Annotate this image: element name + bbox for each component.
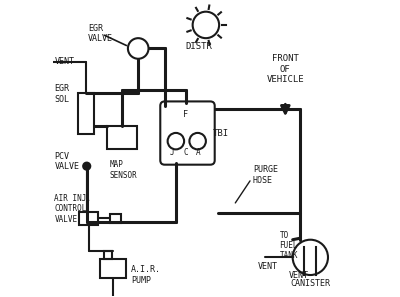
Text: VENT: VENT: [257, 262, 277, 271]
Text: MAP
SENSOR: MAP SENSOR: [110, 160, 138, 180]
Bar: [107, 127, 137, 148]
Bar: [78, 93, 94, 134]
Text: PCV
VALVE: PCV VALVE: [54, 152, 79, 171]
Text: A.I.R.
PUMP: A.I.R. PUMP: [131, 265, 161, 285]
Text: EGR
VALVE: EGR VALVE: [88, 24, 113, 43]
Text: A: A: [196, 148, 201, 157]
Text: C: C: [184, 148, 188, 157]
Text: TO
FUEL
TANK: TO FUEL TANK: [280, 231, 298, 260]
Bar: [100, 259, 126, 278]
Bar: [79, 212, 98, 225]
Bar: [104, 252, 112, 259]
Text: VENT: VENT: [288, 271, 308, 279]
Text: EGR
SOL: EGR SOL: [54, 84, 69, 104]
Text: FRONT
OF
VEHICLE: FRONT OF VEHICLE: [266, 54, 304, 84]
Text: DISTR: DISTR: [185, 42, 212, 51]
Text: J: J: [170, 148, 174, 157]
Text: TBI: TBI: [213, 129, 229, 138]
Text: CANISTER: CANISTER: [290, 279, 330, 288]
Bar: [110, 214, 120, 223]
Circle shape: [83, 163, 90, 170]
Text: PURGE
HOSE: PURGE HOSE: [253, 165, 278, 185]
Text: VENT: VENT: [54, 57, 74, 66]
Text: AIR INJ.
CONTROL
VALVE: AIR INJ. CONTROL VALVE: [54, 194, 91, 224]
Text: F: F: [183, 110, 188, 119]
